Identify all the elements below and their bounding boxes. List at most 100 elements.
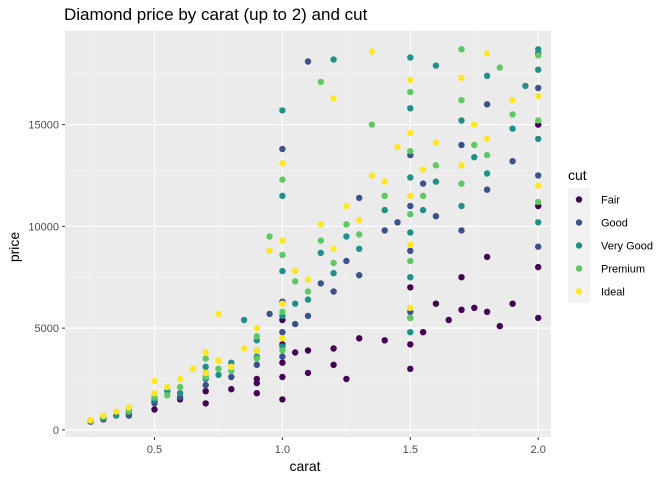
data-point [471,154,478,161]
data-point [407,341,414,348]
data-point [458,74,465,82]
data-point [151,377,158,385]
data-point [458,202,465,210]
x-tick-label: 1.0 [275,444,290,456]
data-point [279,251,286,259]
data-point [356,194,363,202]
legend-label: Good [601,218,628,230]
data-point [330,245,337,252]
data-point [483,253,491,261]
data-point [432,178,440,185]
data-point [522,82,529,90]
data-point [151,406,158,413]
x-tick-label: 0.5 [147,444,162,456]
data-point [253,324,260,332]
data-point [432,162,440,169]
data-point [535,263,542,271]
data-point [304,369,312,377]
data-point [483,50,491,57]
data-point [292,300,299,307]
y-tick-label: 5000 [35,323,59,335]
data-point [100,412,107,419]
data-point [419,206,427,214]
data-point [458,97,465,104]
data-point [317,280,324,287]
data-point [343,257,350,265]
data-point [407,174,414,181]
data-point [407,257,414,265]
data-point [458,274,465,281]
x-axis: 0.5 1.0 1.5 2.0 [147,437,546,456]
data-point [304,276,312,283]
data-point [253,355,260,362]
data-point [483,308,491,315]
data-point [253,347,260,354]
data-point [471,121,478,128]
data-point [292,349,299,356]
legend-label: Very Good [601,241,653,253]
data-point [432,139,440,147]
data-point [419,166,427,173]
data-point [381,337,388,344]
data-point [343,202,350,210]
data-point [407,76,414,84]
data-point [407,274,414,281]
data-point [279,396,286,403]
data-point [368,121,376,128]
data-point [535,117,542,124]
data-point [266,310,273,318]
data-point [330,288,337,295]
data-point [356,231,363,238]
data-point [535,135,542,143]
data-point [496,322,503,330]
data-point [471,141,478,149]
data-point [113,408,120,415]
data-point [407,54,414,61]
data-point [253,375,260,383]
data-point [202,355,209,362]
data-point [509,300,516,307]
data-point [509,97,516,104]
legend-label: Premium [601,264,645,276]
data-point [356,335,363,342]
data-point [240,345,248,352]
data-point [458,117,465,124]
data-point [407,211,414,218]
data-point [304,312,312,320]
legend-label: Ideal [601,287,625,299]
data-point [407,365,414,372]
data-point [164,392,171,399]
data-point [202,400,209,407]
data-point [458,46,465,53]
data-point [304,347,312,354]
data-point [87,416,94,424]
data-point [509,158,516,165]
data-point [279,335,286,342]
data-point [279,300,286,307]
y-tick-label: 15000 [28,120,59,132]
data-point [535,198,542,206]
data-point [279,107,286,114]
data-point [381,206,388,214]
data-point [279,373,286,381]
data-point [253,361,260,368]
data-point [202,381,209,389]
data-point [253,333,260,340]
data-point [317,237,324,244]
data-point [343,375,350,383]
data-point [483,151,491,159]
legend: cut Fair Good Very Good Premium Ideal [568,167,653,303]
data-point [368,48,376,55]
data-point [471,304,478,311]
data-point [407,314,414,322]
data-point [458,162,465,169]
chart-title: Diamond price by carat (up to 2) and cut [64,5,368,24]
data-point [419,180,427,187]
data-point [458,306,465,313]
data-point [407,241,414,248]
data-point [317,78,324,86]
y-tick-label: 10000 [28,221,59,233]
data-point [535,219,542,226]
data-point [176,375,184,383]
data-point [317,249,324,256]
